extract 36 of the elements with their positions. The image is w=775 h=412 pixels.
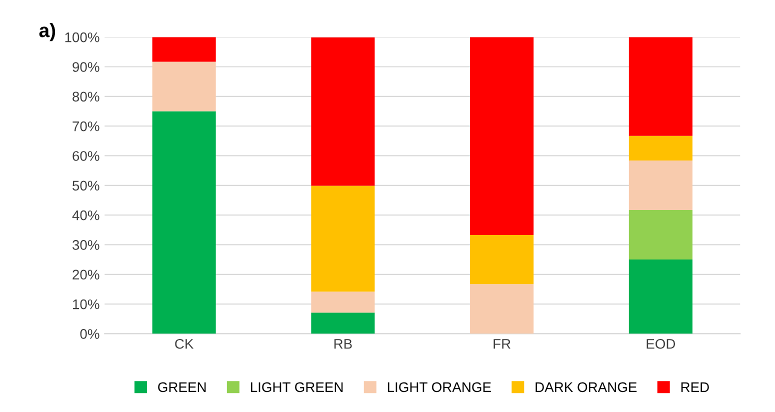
bar: [311, 37, 375, 186]
bar: [311, 292, 375, 313]
legend-label: LIGHT ORANGE: [388, 382, 491, 392]
bar: [470, 284, 534, 334]
legend-label: DARK ORANGE: [536, 382, 637, 392]
legend-label: LIGHT GREEN: [250, 382, 343, 392]
y-tick-label: 60%: [72, 151, 100, 161]
bar: [470, 37, 534, 235]
bar: [628, 136, 692, 160]
bar: [628, 210, 692, 260]
bar: [152, 111, 216, 334]
y-tick-label: 10%: [73, 299, 100, 310]
bar: [628, 37, 692, 136]
y-tick-label: 30%: [72, 240, 100, 250]
x-tick-label: CK: [175, 338, 194, 349]
bar: [311, 312, 375, 334]
x-tick-label: RB: [334, 339, 352, 349]
y-tick-label: 100%: [65, 32, 100, 42]
y-tick-label: 40%: [72, 210, 100, 220]
y-tick-label: 90%: [72, 62, 100, 72]
bar: [470, 234, 534, 284]
y-tick-label: 20%: [72, 270, 100, 280]
bar: [152, 37, 216, 62]
y-tick-label: 80%: [72, 92, 100, 102]
bar: [311, 186, 375, 292]
bar: [628, 260, 692, 334]
y-tick-label: 0%: [80, 329, 100, 339]
bar: [152, 62, 216, 112]
legend-label: RED: [681, 382, 709, 392]
y-tick-label: 50%: [72, 180, 100, 191]
text: a): [39, 22, 56, 42]
y-tick-label: 70%: [72, 121, 100, 132]
bar: [628, 160, 692, 210]
x-tick-label: EOD: [646, 338, 676, 349]
x-tick-label: FR: [494, 339, 510, 349]
legend-label: GREEN: [158, 382, 206, 392]
